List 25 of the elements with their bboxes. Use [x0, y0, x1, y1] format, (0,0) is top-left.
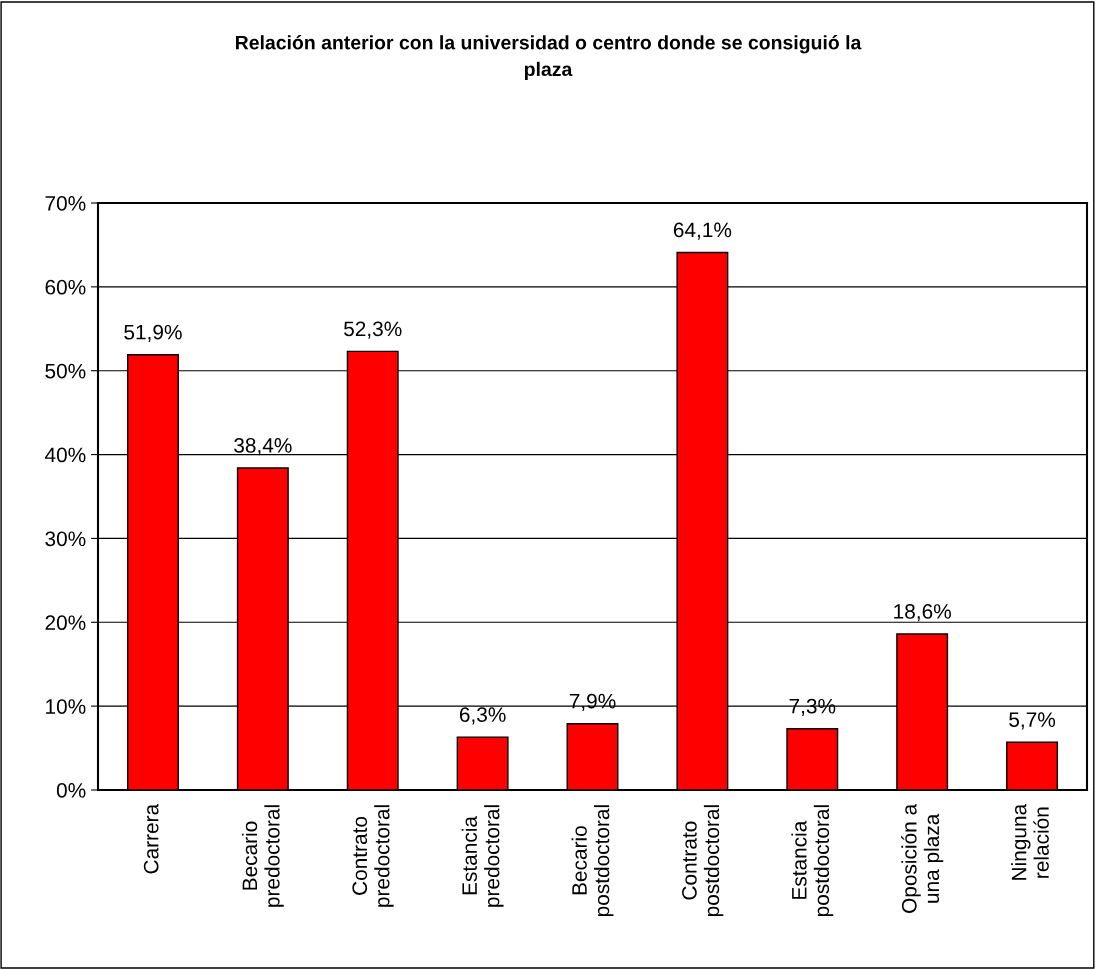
y-tick-label: 50%	[45, 363, 86, 379]
y-tick-label: 30%	[45, 531, 86, 547]
chart-title: Relación anterior con la universidad o centro donde se consiguió la plaza	[235, 35, 862, 80]
data-label: 38,4%	[234, 438, 292, 456]
data-label: 18,6%	[894, 604, 951, 622]
y-tick-label: 60%	[45, 279, 86, 295]
data-label: 64,1%	[673, 222, 732, 240]
y-tick-label: 70%	[45, 196, 86, 211]
x-tick-label: Becario predoctoral	[241, 805, 284, 907]
data-label: 52,3%	[344, 321, 402, 339]
x-tick-label: Contrato predoctoral	[352, 805, 394, 907]
y-tick-label: 20%	[45, 615, 86, 631]
x-tick-label: Ninguna relación	[1011, 803, 1049, 880]
x-tick-label: Oposición a una plaza	[901, 803, 944, 913]
x-tick-label: Estancia predoctoral	[461, 805, 504, 907]
y-tick-label: 0%	[56, 783, 86, 798]
data-label: 6,3%	[459, 707, 506, 725]
data-label: 5,7%	[1009, 712, 1056, 730]
data-label: 51,9%	[124, 324, 182, 343]
x-tick-label: Becario postdoctoral	[571, 805, 614, 917]
y-tick-label: 10%	[46, 699, 86, 714]
x-tick-label: Estancia postdoctoral	[791, 805, 834, 917]
x-tick-label: Carrera	[143, 803, 159, 874]
y-tick-label: 40%	[44, 447, 86, 463]
x-tick-label: Contrato postdoctoral	[682, 805, 724, 917]
